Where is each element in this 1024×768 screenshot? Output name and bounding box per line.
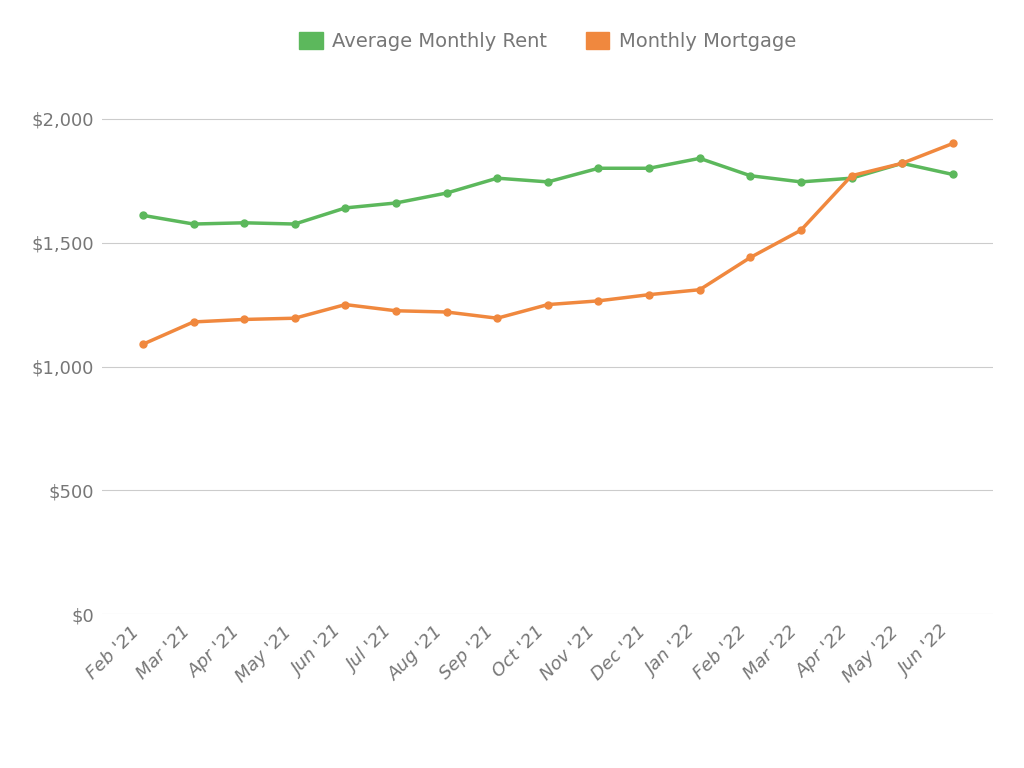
Legend: Average Monthly Rent, Monthly Mortgage: Average Monthly Rent, Monthly Mortgage — [292, 25, 804, 59]
